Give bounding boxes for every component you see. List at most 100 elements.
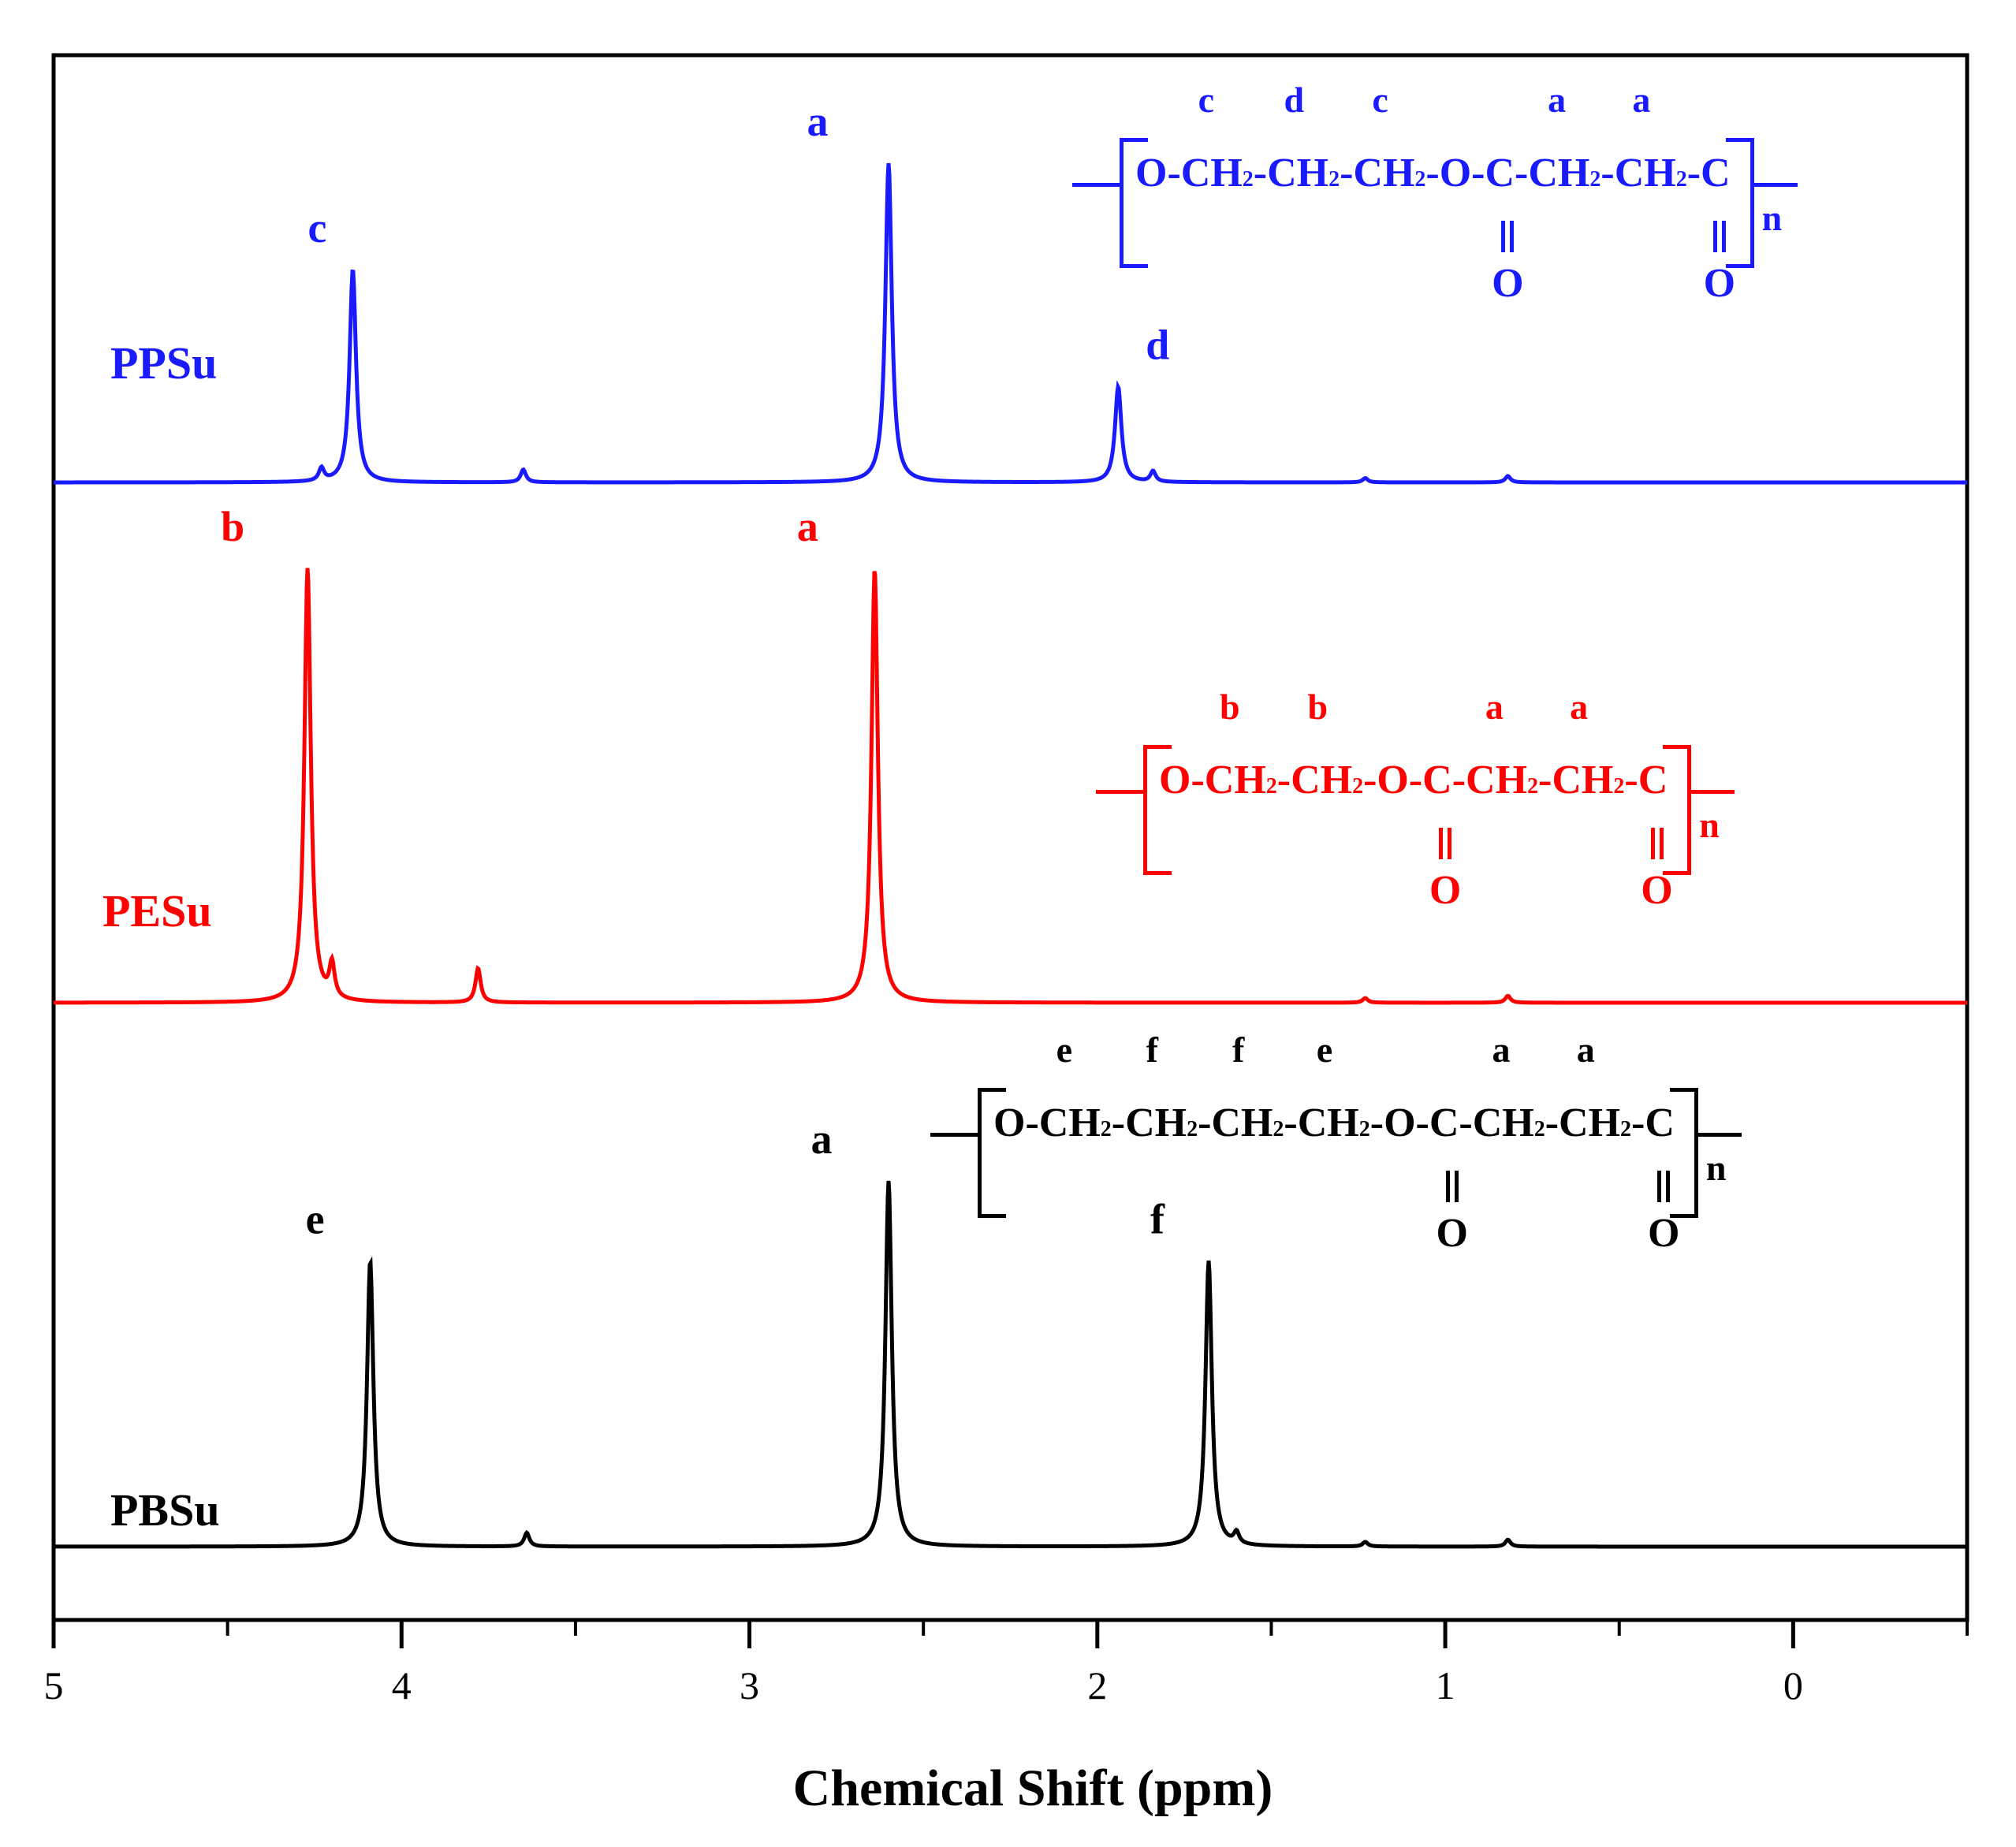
bracket-right [1669,1088,1698,1218]
proton-label: c [1198,80,1215,120]
formula-segment: -CH [1276,758,1353,802]
bracket-left [1143,745,1172,875]
proton-label: e [1056,1030,1073,1070]
proton-label: a [1485,687,1504,727]
proton-label: d [1284,80,1305,120]
formula-subscript: 2 [1533,1117,1545,1141]
formula-subscript: 2 [1242,167,1254,192]
proton-label: b [1307,687,1328,727]
plot-frame [51,53,1969,1622]
proton-label: a [1548,80,1567,120]
repeat-unit-n: n [1761,198,1783,238]
formula-subscript: 2 [1527,774,1539,799]
formula-subscript: 2 [1265,774,1277,799]
peak-label: d [1146,322,1169,369]
carbonyl-oxygen: O [1703,261,1736,306]
carbonyl-oxygen: O [1641,868,1673,913]
formula-segment: O-CH [1159,758,1266,802]
formula-subscript: 2 [1100,1117,1112,1141]
bond-line-right [1691,790,1735,794]
formula-segment: -O-C-CH [1363,758,1528,802]
x-tick-label: 1 [1436,1663,1455,1707]
formula-subscript: 2 [1328,167,1340,192]
formula-segment: -CH [1538,758,1614,802]
spectrum-pesu [53,568,1967,1005]
formula-segment: -C [1686,151,1731,195]
spectra [53,162,1967,1549]
formula-segment: O-CH [1135,151,1243,195]
x-tick-label: 2 [1087,1663,1107,1707]
double-bond [1650,828,1664,859]
proton-label: e [1316,1030,1333,1070]
proton-label: c [1372,80,1388,120]
proton-label: a [1570,687,1589,727]
x-tick-label: 0 [1783,1663,1803,1707]
proton-label: f [1146,1030,1158,1070]
bond-line-left [930,1133,978,1137]
bracket-right [1725,138,1754,268]
double-bond [1445,1171,1459,1202]
formula-subscript: 2 [1273,1117,1284,1141]
carbonyl-oxygen: O [1429,868,1462,913]
formula-segment: -CH [1111,1100,1187,1145]
double-bond [1501,221,1515,252]
formula-segment: -C [1624,758,1668,802]
formula-chain: O-CH 2 -CH 2 -CH 2 -O-C-CH 2 -CH 2 -C [1135,150,1731,196]
carbonyl-oxygen: O [1647,1211,1680,1256]
ppsu-structure: O-CH 2 -CH 2 -CH 2 -O-C-CH 2 -CH 2 -C n c d c a a O O [1072,79,1940,315]
series-name-pbsu: PBSu [110,1484,220,1536]
formula-subscript: 2 [1352,774,1364,799]
x-tick-label: 5 [44,1663,64,1707]
peak-label: c [308,204,327,251]
formula-segment: -C [1631,1100,1675,1145]
bracket-left [1120,138,1148,268]
double-bond [1712,221,1726,252]
formula-segment: -O-C-CH [1425,151,1590,195]
carbonyl-oxygen: O [1492,261,1524,306]
proton-label: a [1576,1030,1595,1070]
double-bond [1439,828,1452,859]
formula-subscript: 2 [1613,774,1625,799]
proton-label: a [1632,80,1651,120]
carbonyl-oxygen: O [1436,1211,1468,1256]
series-names: PPSu PESu PBSu [102,337,220,1536]
formula-chain: O-CH 2 -CH 2 -CH 2 -CH 2 -O-C-CH 2 -CH 2 -C [993,1100,1675,1146]
formula-subscript: 2 [1620,1117,1632,1141]
formula-subscript: 2 [1414,167,1426,192]
series-name-ppsu: PPSu [110,337,217,389]
double-bond [1657,1171,1671,1202]
formula-segment: -CH [1198,1100,1273,1145]
repeat-unit-n: n [1705,1148,1727,1188]
bond-line-left [1096,790,1143,794]
formula-subscript: 2 [1187,1117,1198,1141]
formula-chain: O-CH 2 -CH 2 -O-C-CH 2 -CH 2 -C [1159,757,1668,803]
x-axis: 5 4 3 2 1 0 [44,1620,1969,1707]
spectrum-pbsu [54,1180,1967,1549]
formula-segment: -CH [1340,151,1415,195]
spectrum-ppsu [54,162,1967,485]
bond-line-right [1753,183,1798,187]
bracket-left [978,1088,1006,1218]
peak-label: a [807,98,829,145]
repeat-unit-n: n [1699,805,1720,845]
x-tick-label: 4 [392,1663,412,1707]
bond-line-right [1697,1133,1742,1137]
formula-segment: O-CH [993,1100,1101,1145]
pesu-structure: O-CH 2 -CH 2 -O-C-CH 2 -CH 2 -C n b b a a O O [1096,686,1884,922]
formula-segment: -CH [1284,1100,1359,1145]
bond-line-left [1072,183,1120,187]
peak-label: e [306,1196,325,1243]
x-axis-label: Chemical Shift (ppm) [793,1759,1273,1817]
x-tick-label: 3 [740,1663,759,1707]
bracket-right [1663,745,1692,875]
formula-subscript: 2 [1358,1117,1370,1141]
formula-segment: -O-C-CH [1369,1100,1534,1145]
pbsu-structure: O-CH 2 -CH 2 -CH 2 -CH 2 -O-C-CH 2 -CH 2 -C n e f f e a a O O [930,1029,1924,1265]
formula-segment: -CH [1601,151,1676,195]
peak-label: a [797,503,818,550]
peak-labels: c a d b a e a f [221,98,1169,1243]
formula-subscript: 2 [1589,167,1601,192]
series-name-pesu: PESu [102,885,212,937]
proton-label: a [1492,1030,1511,1070]
